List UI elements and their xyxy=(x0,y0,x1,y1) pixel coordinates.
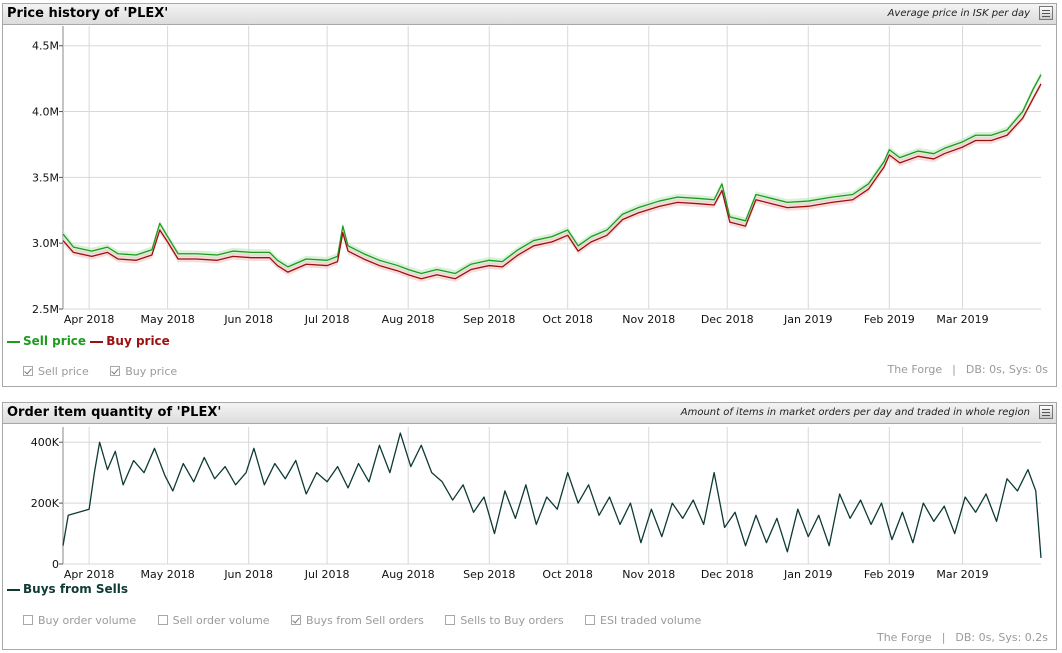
x-tick-label: Nov 2018 xyxy=(622,568,675,581)
buy-line-swatch-icon xyxy=(90,340,104,343)
sell-order-volume-checkbox[interactable]: Sell order volume xyxy=(157,614,270,627)
y-tick-label: 4.5M xyxy=(32,40,59,53)
x-tick-label: Mar 2019 xyxy=(936,313,988,326)
checkbox-checked-icon[interactable] xyxy=(23,366,33,376)
buys-from-sell-orders-checkbox[interactable]: Buys from Sell orders xyxy=(291,614,424,627)
series-line-buy-price xyxy=(62,83,1042,280)
y-tick-label: 400K xyxy=(31,436,60,449)
checkbox-label: Buy order volume xyxy=(38,614,137,627)
export-icon[interactable] xyxy=(1039,6,1053,20)
series-band-0 xyxy=(63,71,1041,277)
x-tick-label: Jun 2018 xyxy=(223,568,273,581)
x-tick-label: Oct 2018 xyxy=(542,313,593,326)
order-quantity-panel: Order item quantity of 'PLEX' Amount of … xyxy=(2,402,1057,650)
y-tick-label: 3.0M xyxy=(32,237,59,250)
x-tick-label: Dec 2018 xyxy=(701,313,754,326)
volume-legend: Buys from Sells xyxy=(7,582,128,596)
checkbox-label: Sells to Buy orders xyxy=(460,614,564,627)
x-tick-label: Apr 2018 xyxy=(64,313,115,326)
x-tick-label: Apr 2018 xyxy=(64,568,115,581)
checkbox-icon[interactable] xyxy=(445,615,456,625)
price-history-panel: Price history of 'PLEX' Average price in… xyxy=(2,3,1057,387)
price-footer: The Forge | DB: 0s, Sys: 0s xyxy=(887,363,1048,376)
series-line-sell-price xyxy=(62,74,1042,275)
price-panel-subtitle: Average price in ISK per day xyxy=(887,8,1030,19)
x-tick-label: Jan 2019 xyxy=(783,568,832,581)
checkbox-label: ESI traded volume xyxy=(600,614,702,627)
buy-price-checkbox-label: Buy price xyxy=(125,365,178,378)
x-tick-label: Nov 2018 xyxy=(622,313,675,326)
y-tick-label: 200K xyxy=(31,497,60,510)
sell-price-legend-label: Sell price xyxy=(23,334,87,348)
x-tick-label: May 2018 xyxy=(140,313,194,326)
region-label: The Forge xyxy=(876,631,932,644)
x-tick-label: Jul 2018 xyxy=(304,313,350,326)
y-tick-label: 4.0M xyxy=(32,106,59,119)
volume-panel-subtitle: Amount of items in market orders per day… xyxy=(680,407,1030,418)
x-tick-label: Jan 2019 xyxy=(783,313,832,326)
y-tick-label: 3.5M xyxy=(32,171,59,184)
buy-price-legend-item: Buy price xyxy=(90,334,170,348)
checkbox-checked-icon[interactable] xyxy=(110,366,121,376)
checkbox-icon[interactable] xyxy=(585,615,596,625)
checkbox-label: Buys from Sell orders xyxy=(306,614,424,627)
sells-to-buy-orders-checkbox[interactable]: Sells to Buy orders xyxy=(445,614,564,627)
volume-chart: 0 200K 400K Apr 2018 May 2018 Jun 2018 Jul 201… xyxy=(31,427,1042,581)
sell-price-legend-item: Sell price xyxy=(7,334,90,348)
price-panel-title: Price history of 'PLEX' xyxy=(7,6,169,21)
footer-separator: | xyxy=(941,631,946,644)
x-tick-label: Jul 2018 xyxy=(304,568,350,581)
y-tick-label: 0 xyxy=(52,558,59,571)
checkbox-checked-icon[interactable] xyxy=(291,615,302,625)
x-tick-label: Aug 2018 xyxy=(382,313,435,326)
x-tick-label: Mar 2019 xyxy=(936,568,988,581)
price-chart: 2.5M 3.0M 3.5M 4.0M 4.5M Apr 2018 May 2018 Jun … xyxy=(32,26,1042,326)
timing-label: DB: 0s, Sys: 0s xyxy=(965,363,1048,376)
volume-footer: The Forge | DB: 0s, Sys: 0.2s xyxy=(877,631,1048,644)
x-tick-label: Sep 2018 xyxy=(463,568,515,581)
x-tick-label: Aug 2018 xyxy=(382,568,435,581)
sell-line-swatch-icon xyxy=(7,340,20,343)
y-tick-label: 2.5M xyxy=(32,303,59,316)
price-legend: Sell price Buy price xyxy=(7,334,170,348)
x-tick-label: Feb 2019 xyxy=(864,313,915,326)
x-tick-label: Dec 2018 xyxy=(701,568,754,581)
checkbox-icon[interactable] xyxy=(23,615,33,625)
volume-panel-header: Order item quantity of 'PLEX' Amount of … xyxy=(3,403,1056,424)
x-tick-label: Feb 2019 xyxy=(864,568,915,581)
buys-from-sells-legend-label: Buys from Sells xyxy=(23,582,129,596)
region-label: The Forge xyxy=(887,363,943,376)
buy-price-checkbox[interactable]: Buy price xyxy=(110,365,177,378)
x-tick-label: Sep 2018 xyxy=(463,313,515,326)
timing-label: DB: 0s, Sys: 0.2s xyxy=(955,631,1048,644)
buy-price-legend-label: Buy price xyxy=(106,334,170,348)
x-tick-label: Jun 2018 xyxy=(223,313,273,326)
export-icon[interactable] xyxy=(1039,405,1053,419)
x-tick-label: May 2018 xyxy=(140,568,194,581)
footer-separator: | xyxy=(952,363,956,376)
checkbox-label: Sell order volume xyxy=(172,614,270,627)
series-line-buys-from-sells xyxy=(62,432,1042,558)
buy-order-volume-checkbox[interactable]: Buy order volume xyxy=(23,614,136,627)
volume-checkbox-row: Buy order volume Sell order volume Buys … xyxy=(23,614,719,627)
volume-panel-title: Order item quantity of 'PLEX' xyxy=(7,405,222,420)
price-panel-header: Price history of 'PLEX' Average price in… xyxy=(3,4,1056,25)
sell-price-checkbox[interactable]: Sell price xyxy=(23,365,89,378)
x-tick-label: Oct 2018 xyxy=(542,568,593,581)
esi-traded-volume-checkbox[interactable]: ESI traded volume xyxy=(585,614,701,627)
price-checkbox-row: Sell price Buy price xyxy=(23,365,195,378)
checkbox-icon[interactable] xyxy=(157,615,168,625)
sell-price-checkbox-label: Sell price xyxy=(38,365,89,378)
volume-line-swatch-icon xyxy=(7,588,20,591)
